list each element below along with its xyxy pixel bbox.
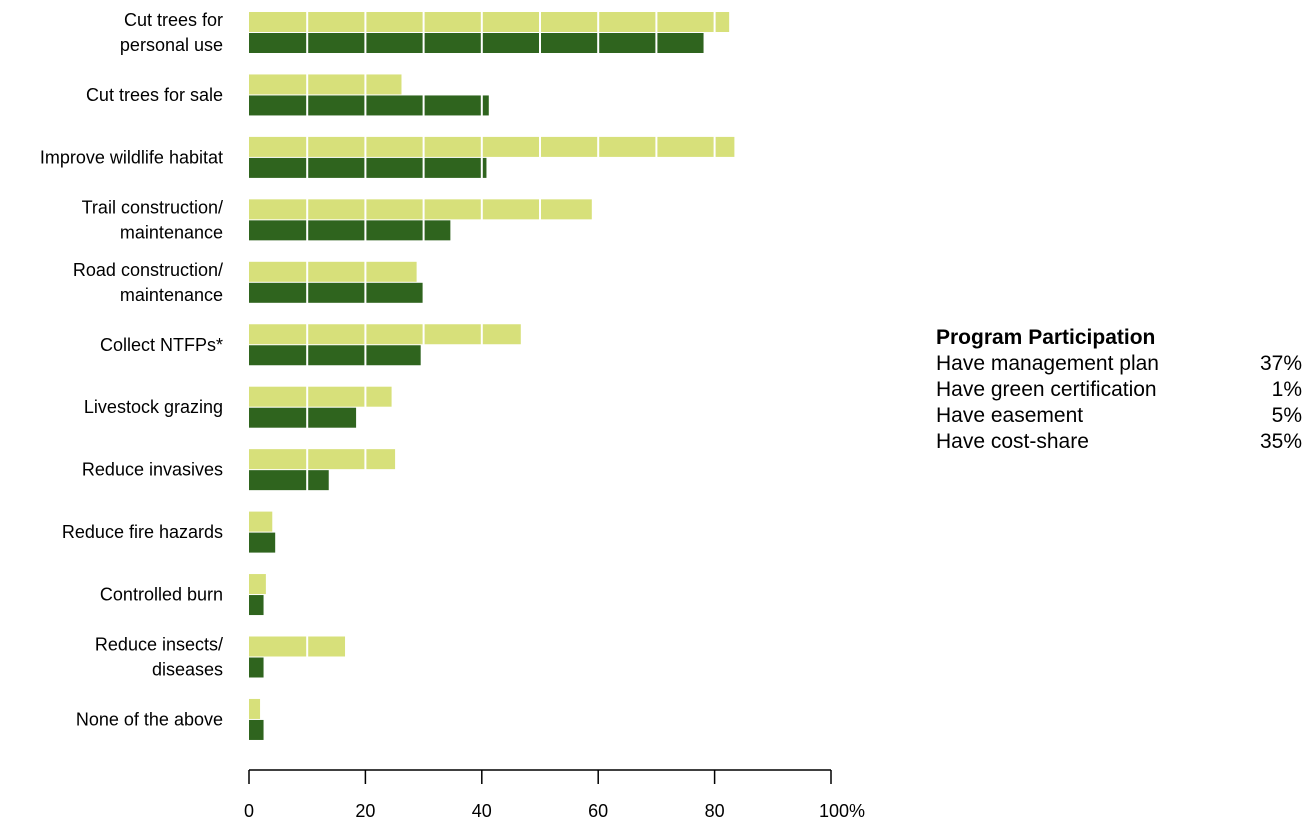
- category-label: Trail construction/: [82, 197, 223, 217]
- participation-value: 37%: [1259, 352, 1302, 375]
- bars-layer: [249, 12, 735, 740]
- bar-series-1: [249, 574, 266, 595]
- bar-series-2: [249, 282, 424, 303]
- participation-row-cost-share: Have cost-share 35%: [936, 429, 1306, 455]
- grid-layer: [306, 12, 774, 740]
- bar-series-1: [249, 449, 396, 470]
- category-labels: Cut trees for personal use Cut trees for s…: [40, 10, 223, 729]
- category-label: maintenance: [120, 285, 223, 305]
- participation-value: 5%: [1271, 404, 1302, 427]
- category-label: Road construction/: [73, 260, 223, 280]
- category-label: personal use: [120, 35, 223, 55]
- category-label: Livestock grazing: [84, 397, 223, 417]
- bar-series-1: [249, 261, 417, 282]
- program-participation-panel: Program Participation Have management pl…: [936, 325, 1306, 455]
- participation-label: Have cost-share: [936, 430, 1089, 453]
- participation-row-management-plan: Have management plan 37%: [936, 351, 1306, 377]
- bar-series-2: [249, 157, 487, 178]
- x-tick-label: 20: [355, 801, 375, 821]
- category-label: Controlled burn: [100, 585, 223, 605]
- x-axis: 0 20 40 60 80 100%: [244, 769, 865, 821]
- participation-label: Have easement: [936, 404, 1084, 427]
- bar-series-2: [249, 220, 451, 241]
- bar-series-2: [249, 657, 264, 678]
- participation-label: Have green certification: [936, 378, 1157, 401]
- category-label: None of the above: [76, 709, 223, 729]
- participation-value: 35%: [1259, 430, 1302, 453]
- category-label: Cut trees for: [124, 10, 223, 30]
- participation-value: 1%: [1271, 378, 1302, 401]
- x-tick-label: 100%: [819, 801, 865, 821]
- bar-series-1: [249, 74, 402, 95]
- bar-series-1: [249, 136, 735, 157]
- bar-series-2: [249, 407, 357, 428]
- category-label: Reduce insects/: [95, 635, 223, 655]
- bar-series-2: [249, 532, 276, 553]
- participation-label: Have management plan: [936, 352, 1159, 375]
- bar-series-1: [249, 199, 592, 220]
- bar-series-2: [249, 719, 264, 740]
- x-tick-label: 60: [588, 801, 608, 821]
- category-label: Reduce fire hazards: [62, 522, 223, 542]
- bar-series-1: [249, 12, 730, 32]
- bar-series-1: [249, 511, 273, 532]
- bar-series-2: [249, 95, 489, 116]
- x-tick-label: 40: [472, 801, 492, 821]
- bar-series-1: [249, 324, 521, 345]
- participation-row-easement: Have easement 5%: [936, 403, 1306, 429]
- participation-row-green-certification: Have green certification 1%: [936, 377, 1306, 403]
- bar-series-2: [249, 470, 329, 491]
- category-label: Improve wildlife habitat: [40, 147, 223, 167]
- category-label: Reduce invasives: [82, 460, 223, 480]
- bar-series-2: [249, 345, 421, 366]
- category-label: Cut trees for sale: [86, 85, 223, 105]
- bar-series-2: [249, 595, 264, 616]
- bar-series-1: [249, 698, 261, 719]
- category-label: diseases: [152, 660, 223, 680]
- x-tick-label: 80: [705, 801, 725, 821]
- bar-series-2: [249, 33, 704, 53]
- bar-series-1: [249, 636, 346, 657]
- category-label: maintenance: [120, 222, 223, 242]
- x-tick-label: 0: [244, 801, 254, 821]
- category-label: Collect NTFPs*: [100, 335, 223, 355]
- program-participation-title: Program Participation: [936, 326, 1156, 349]
- bar-series-1: [249, 386, 392, 407]
